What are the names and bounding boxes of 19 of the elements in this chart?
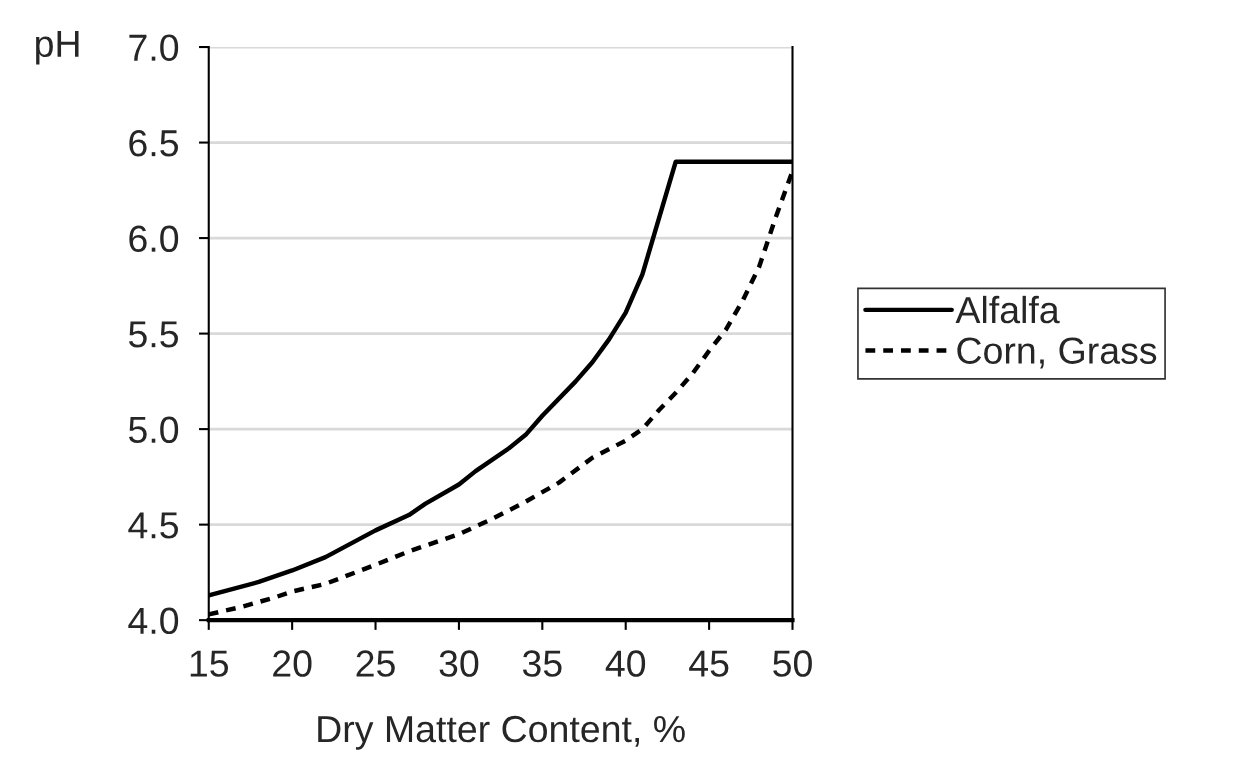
y-axis-title: pH (36, 30, 79, 65)
x-tick-label: 15 (190, 650, 229, 677)
y-tick-label: 6.0 (129, 225, 179, 253)
legend-label: Alfalfa (955, 295, 1060, 324)
x-tick-label: 25 (356, 650, 395, 677)
y-tick-label: 6.5 (129, 129, 179, 157)
y-tick-label: 7.0 (129, 34, 179, 61)
x-tick-label: 20 (273, 650, 312, 677)
x-tick-label: 30 (439, 650, 479, 677)
x-tick-label: 45 (689, 650, 729, 677)
y-tick-label: 5.5 (128, 321, 179, 348)
x-tick-label: 50 (773, 650, 812, 677)
legend-label: Corn, Grass (957, 337, 1157, 369)
y-tick-label: 4.0 (128, 607, 179, 635)
x-axis-title: Dry Matter Content, % (318, 715, 685, 750)
y-tick-label: 4.5 (128, 512, 179, 539)
y-tick-label: 5.0 (128, 416, 179, 444)
x-tick-label: 35 (522, 650, 562, 677)
x-tick-label: 40 (605, 650, 646, 677)
